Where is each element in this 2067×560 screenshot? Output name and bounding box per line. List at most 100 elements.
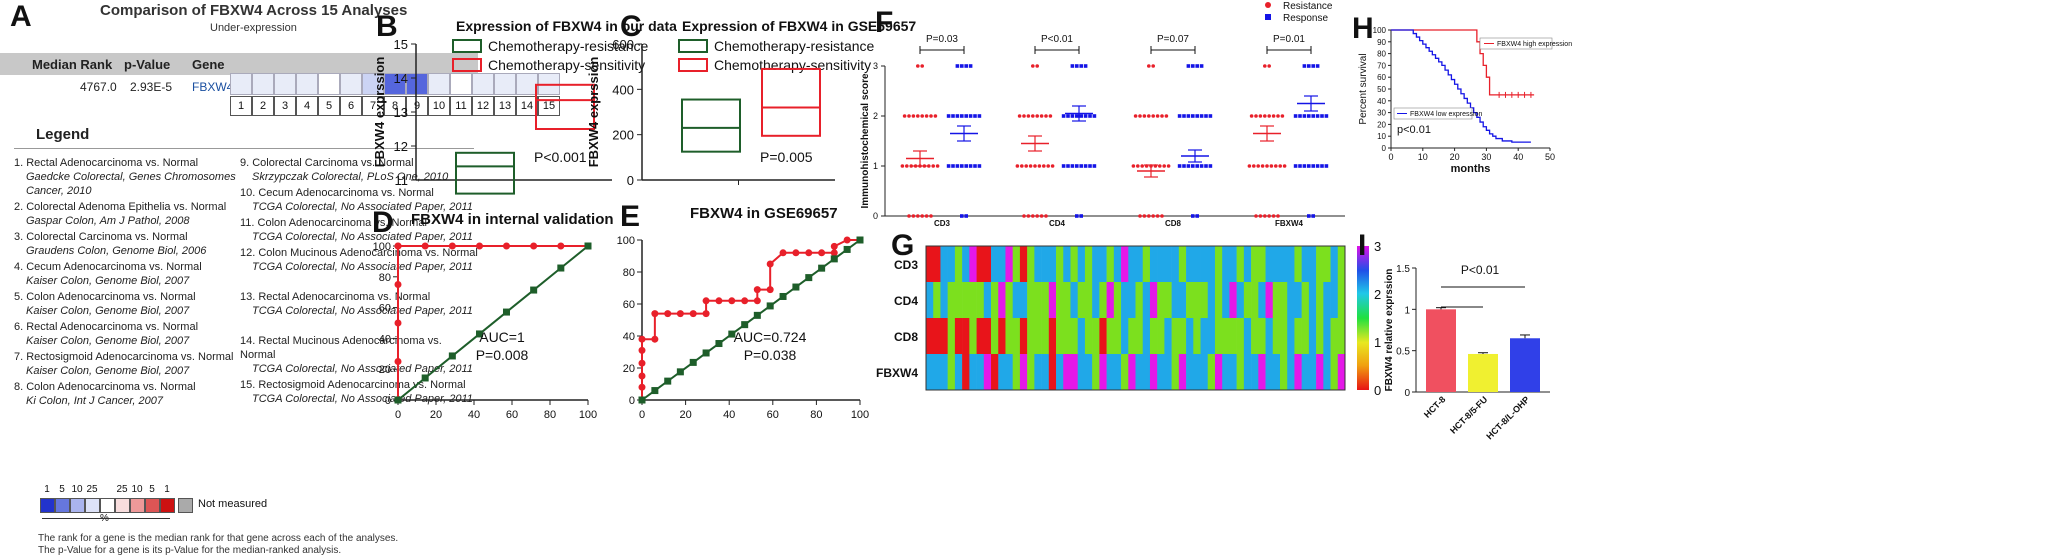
scale-arrow	[42, 518, 170, 519]
heatmap-cell	[991, 318, 999, 354]
legend-item-title: 14. Rectal Mucinous Adenocarcinoma vs. N…	[240, 335, 442, 361]
legend-label: Chemotherapy-resistance	[488, 38, 649, 54]
heatmap-cell	[1337, 318, 1346, 354]
heatmap-cell	[991, 246, 999, 282]
scale-swatch	[70, 498, 85, 513]
response-point	[1186, 114, 1191, 118]
heatmap-cell	[1265, 354, 1274, 390]
heatmap-cell	[1027, 282, 1035, 318]
heatmap-cell	[1323, 246, 1331, 282]
legend-item-title: 5. Colon Adenocarcinoma vs. Normal	[14, 291, 196, 303]
y-tick-label: 100	[1373, 26, 1387, 35]
legend-swatch	[678, 58, 708, 72]
oncomine-cell-number: 10	[428, 96, 450, 116]
heatmap-cell	[1084, 354, 1093, 390]
x-tick-label: 50	[1545, 152, 1555, 162]
reference-point	[664, 377, 672, 385]
heatmap-cell	[1207, 318, 1216, 354]
legend-swatch	[452, 39, 482, 53]
heatmap-cell	[1251, 354, 1259, 390]
resistance-point	[920, 214, 924, 218]
resistance-point	[1140, 164, 1144, 168]
heatmap-cell	[1265, 282, 1274, 318]
heatmap-cell	[1034, 282, 1042, 318]
heatmap-cell	[1229, 318, 1237, 354]
panel-letter-g: G	[891, 229, 914, 262]
response-point	[1079, 164, 1083, 168]
roc-point	[638, 372, 646, 380]
response-point	[1320, 164, 1324, 168]
heatmap-cell	[1200, 282, 1209, 318]
resistance-point	[1166, 164, 1171, 168]
roc-point	[676, 310, 684, 318]
oncomine-title: Comparison of FBXW4 Across 15 Analyses	[100, 2, 408, 19]
response-point	[1182, 164, 1186, 168]
y-tick-label: 60	[1377, 73, 1386, 82]
y-tick-label: 1.5	[1396, 264, 1410, 275]
oncomine-cell-number: 12	[472, 96, 494, 116]
response-point	[1191, 214, 1195, 218]
oncomine-cell-number: 4	[296, 96, 318, 116]
heatmap-cell	[1186, 246, 1194, 282]
heatmap-cell	[1048, 318, 1057, 354]
roc-point	[638, 359, 646, 367]
legend-item-title: 12. Colon Mucinous Adenocarcinoma vs. No…	[240, 247, 478, 259]
resistance-point	[1267, 114, 1271, 118]
bar-HCT-8	[1426, 309, 1456, 392]
response-point	[1088, 164, 1092, 168]
heatmap-cell	[969, 354, 977, 390]
response-point	[960, 114, 964, 118]
heatmap-cell	[1279, 354, 1288, 390]
resistance-point	[935, 164, 940, 168]
roc-point	[702, 310, 710, 318]
heatmap-cell	[1186, 318, 1194, 354]
heatmap-cell	[1200, 318, 1209, 354]
response-point	[1315, 114, 1320, 118]
category-label: CD4	[1049, 219, 1066, 228]
oncomine-cell-1	[230, 73, 252, 95]
y-tick-label: 20	[623, 363, 635, 375]
heatmap-cell	[1048, 246, 1057, 282]
heatmap-cell	[962, 282, 970, 318]
response-point	[1311, 164, 1315, 168]
scale-label: 10	[71, 484, 83, 495]
y-tick-label: 12	[394, 139, 408, 154]
x-tick-label: 30	[1481, 152, 1491, 162]
response-point	[1311, 214, 1315, 218]
y-tick-label: 50	[1377, 85, 1386, 94]
resistance-point	[1031, 114, 1035, 118]
response-point	[1311, 64, 1315, 68]
y-tick-label: 600	[612, 37, 634, 52]
resistance-point	[1042, 164, 1046, 168]
heatmap-cell	[1193, 282, 1201, 318]
response-point	[1083, 164, 1088, 168]
heatmap-cell	[1135, 318, 1144, 354]
auc-annotation: AUC=1	[479, 329, 525, 345]
response-point	[1083, 64, 1088, 68]
legend-label: Chemotherapy-sensitivity	[488, 57, 645, 73]
response-point	[1061, 114, 1066, 118]
heatmap-cell	[976, 246, 985, 282]
y-tick-label: 100	[373, 241, 391, 253]
heatmap-cell	[1149, 354, 1158, 390]
oncomine-cell-8	[384, 73, 406, 95]
response-point	[1195, 214, 1199, 218]
heatmap-cell	[1164, 354, 1172, 390]
response-point	[1075, 214, 1079, 218]
legend-item-reference: TCGA Colorectal, No Associated Paper, 20…	[252, 201, 473, 213]
oncomine-cell-6	[340, 73, 362, 95]
reference-point	[394, 396, 402, 404]
response-point	[1199, 114, 1204, 118]
legend-divider	[14, 148, 474, 149]
heatmap-cell	[1113, 318, 1122, 354]
roc-point	[818, 249, 826, 257]
heatmap-cell	[1142, 318, 1151, 354]
scale-label: 10	[131, 484, 143, 495]
resistance-point	[1254, 214, 1258, 218]
roc-point	[766, 286, 774, 294]
oncomine-cell-number: 6	[340, 96, 362, 116]
row-gene-link[interactable]: FBXW4	[192, 80, 234, 94]
heatmap-cell	[1149, 282, 1158, 318]
response-point	[1302, 164, 1307, 168]
panel-letter-i: I	[1358, 229, 1366, 262]
